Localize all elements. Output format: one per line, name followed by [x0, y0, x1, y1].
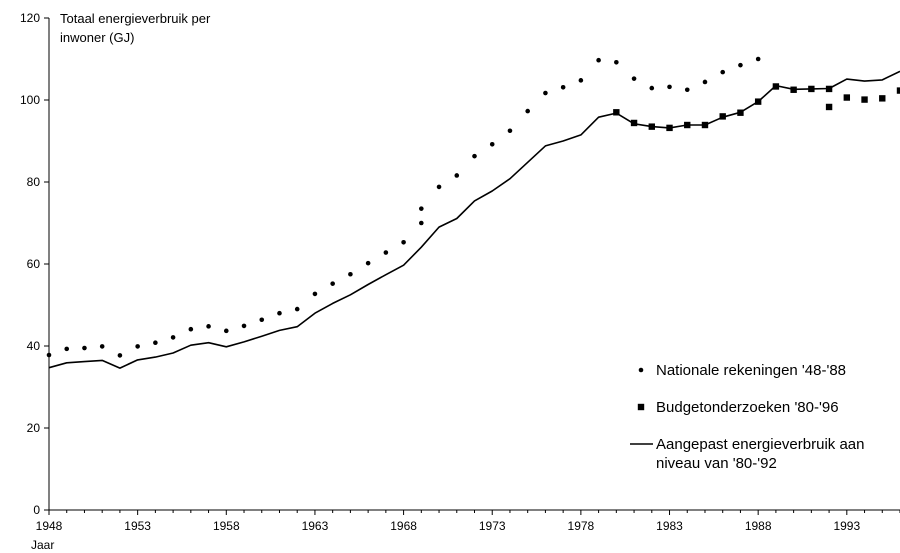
- data-point-nationale-rekeningen: [294, 306, 300, 312]
- data-point-nationale-rekeningen: [631, 76, 637, 81]
- legend-label-aangepast: Aangepast energieverbruik aan niveau van …: [656, 436, 864, 472]
- data-point-nationale-rekeningen: [153, 340, 158, 346]
- data-point-nationale-rekeningen: [419, 206, 424, 211]
- data-point-nationale-rekeningen: [46, 352, 52, 358]
- x-tick-label: 1953: [124, 519, 151, 533]
- data-point-nationale-rekeningen: [578, 78, 584, 83]
- data-point-nationale-rekeningen: [365, 260, 371, 266]
- data-point-nationale-rekeningen: [259, 317, 265, 323]
- data-point-nationale-rekeningen: [667, 84, 672, 90]
- data-point-nationale-rekeningen: [755, 56, 761, 62]
- y-tick-label: 80: [27, 175, 41, 189]
- data-point-nationale-rekeningen: [312, 291, 318, 297]
- data-point-budgetonderzoeken: [843, 94, 851, 101]
- data-point-nationale-rekeningen: [560, 84, 566, 90]
- data-point-budgetonderzoeken: [896, 87, 900, 94]
- y-tick-label: 40: [27, 339, 41, 353]
- x-tick-label: 1973: [479, 519, 506, 533]
- y-axis-label-line-2: inwoner (GJ): [60, 30, 134, 45]
- x-tick-label: 1968: [390, 519, 417, 533]
- y-tick-label: 100: [20, 93, 40, 107]
- x-tick-label: 1983: [656, 519, 683, 533]
- data-point-nationale-rekeningen: [489, 141, 495, 147]
- data-point-nationale-rekeningen: [720, 69, 726, 75]
- data-point-nationale-rekeningen: [472, 153, 477, 159]
- data-point-nationale-rekeningen: [241, 323, 247, 329]
- series-line-adjusted: [48, 70, 900, 369]
- x-tick-label: 1948: [36, 519, 63, 533]
- x-tick-label: 1978: [568, 519, 595, 533]
- legend-label-budgetonderzoeken: Budgetonderzoeken '80-'96: [656, 399, 839, 416]
- legend-square-marker: [637, 403, 645, 411]
- data-point-nationale-rekeningen: [383, 250, 389, 255]
- y-tick-label: 0: [33, 503, 40, 517]
- plot-area: [46, 56, 900, 369]
- data-point-nationale-rekeningen: [738, 62, 743, 68]
- data-point-nationale-rekeningen: [348, 271, 353, 277]
- data-point-nationale-rekeningen: [117, 353, 123, 358]
- x-axis-label: Jaar: [31, 538, 54, 552]
- y-tick-label: 60: [27, 257, 41, 271]
- x-tick-label: 1988: [745, 519, 772, 533]
- data-point-budgetonderzoeken: [861, 96, 868, 103]
- data-point-nationale-rekeningen: [525, 108, 530, 114]
- data-point-budgetonderzoeken: [879, 95, 886, 102]
- x-tick-label: 1963: [302, 519, 329, 533]
- data-point-nationale-rekeningen: [188, 326, 194, 332]
- data-point-nationale-rekeningen: [401, 239, 406, 245]
- data-point-nationale-rekeningen: [64, 346, 70, 352]
- data-point-nationale-rekeningen: [596, 57, 601, 63]
- y-tick-label: 20: [27, 421, 41, 435]
- x-tick-label: 1958: [213, 519, 240, 533]
- data-point-nationale-rekeningen: [82, 345, 87, 351]
- data-point-nationale-rekeningen: [684, 87, 690, 93]
- data-point-nationale-rekeningen: [277, 310, 282, 316]
- data-point-nationale-rekeningen: [170, 335, 176, 340]
- data-point-budgetonderzoeken: [613, 109, 620, 116]
- data-point-nationale-rekeningen: [543, 90, 548, 96]
- data-point-nationale-rekeningen: [507, 128, 513, 134]
- data-point-nationale-rekeningen: [454, 173, 460, 178]
- y-axis-label-line-1: Totaal energieverbruik per: [60, 11, 211, 26]
- data-point-nationale-rekeningen: [649, 85, 655, 91]
- data-point-nationale-rekeningen: [330, 281, 335, 286]
- data-point-nationale-rekeningen: [436, 184, 442, 190]
- data-point-nationale-rekeningen: [99, 344, 105, 349]
- data-point-nationale-rekeningen: [702, 79, 708, 85]
- x-tick-label: 1993: [833, 519, 860, 533]
- legend-dot-marker: [638, 367, 644, 373]
- data-point-nationale-rekeningen: [206, 324, 211, 329]
- legend: Nationale rekeningen '48-'88 Budgetonderz…: [630, 362, 864, 472]
- data-point-nationale-rekeningen: [223, 328, 229, 334]
- data-point-nationale-rekeningen: [614, 59, 619, 65]
- data-point-nationale-rekeningen: [135, 344, 140, 349]
- y-tick-label: 120: [20, 11, 40, 25]
- ticks: 0 20 40 60 80 100 120 1948 1953 1958 1963 1968 1973 1…: [20, 11, 900, 533]
- data-point-nationale-rekeningen: [419, 220, 424, 226]
- legend-label-nationale-rekeningen: Nationale rekeningen '48-'88: [656, 362, 846, 379]
- data-point-budgetonderzoeken: [825, 103, 833, 111]
